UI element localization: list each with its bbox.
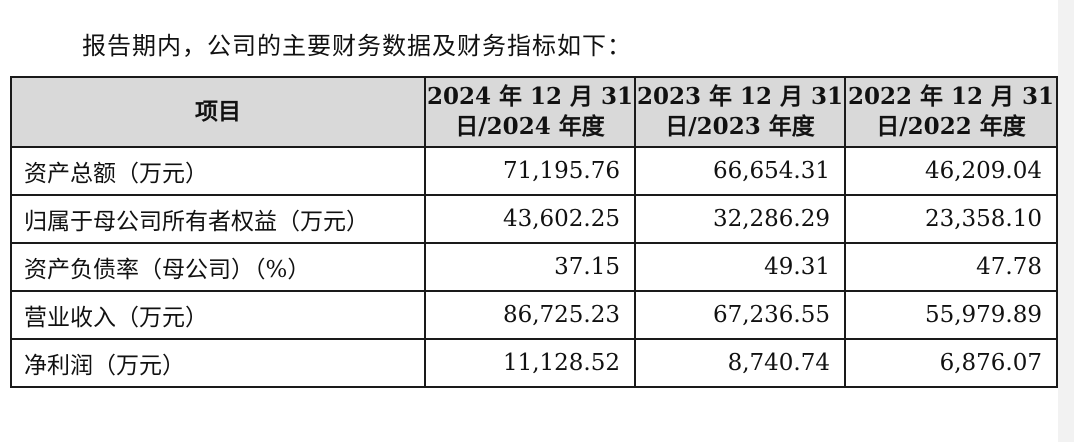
header-2022: 2022 年 12 月 31 日/2022 年度 (844, 76, 1058, 148)
value-2024: 86,725.23 (424, 290, 636, 340)
table-row: 资产总额（万元） 71,195.76 66,654.31 46,209.04 (10, 146, 1058, 196)
row-label: 资产总额（万元） (10, 146, 426, 196)
value-2024: 37.15 (424, 242, 636, 292)
value-2024: 43,602.25 (424, 194, 636, 244)
table-row: 资产负债率（母公司）（%） 37.15 49.31 47.78 (10, 242, 1058, 292)
header-2022-line1: 2022 年 12 月 31 (847, 83, 1055, 110)
header-2024-line1: 2024 年 12 月 31 (426, 83, 634, 110)
value-2023: 32,286.29 (634, 194, 846, 244)
value-2023: 49.31 (634, 242, 846, 292)
header-2024: 2024 年 12 月 31 日/2024 年度 (424, 76, 636, 148)
header-2023-line1: 2023 年 12 月 31 (636, 83, 844, 110)
value-2022: 55,979.89 (844, 290, 1058, 340)
page-edge-shadow (1058, 0, 1074, 442)
table-header-row: 项目 2024 年 12 月 31 日/2024 年度 2023 年 12 月 … (10, 76, 1058, 148)
value-2024: 11,128.52 (424, 338, 636, 388)
value-2023: 67,236.55 (634, 290, 846, 340)
header-2023-line2: 日/2023 年度 (665, 113, 815, 140)
row-label: 营业收入（万元） (10, 290, 426, 340)
header-item: 项目 (10, 76, 426, 148)
financial-data-table: 项目 2024 年 12 月 31 日/2024 年度 2023 年 12 月 … (10, 76, 1058, 388)
value-2024: 71,195.76 (424, 146, 636, 196)
table-row: 归属于母公司所有者权益（万元） 43,602.25 32,286.29 23,3… (10, 194, 1058, 244)
header-2023: 2023 年 12 月 31 日/2023 年度 (634, 76, 846, 148)
row-label: 净利润（万元） (10, 338, 426, 388)
value-2022: 47.78 (844, 242, 1058, 292)
intro-text: 报告期内，公司的主要财务数据及财务指标如下： (82, 32, 632, 60)
value-2023: 8,740.74 (634, 338, 846, 388)
row-label: 资产负债率（母公司）（%） (10, 242, 426, 292)
value-2022: 46,209.04 (844, 146, 1058, 196)
header-2022-line2: 日/2022 年度 (876, 113, 1026, 140)
row-label: 归属于母公司所有者权益（万元） (10, 194, 426, 244)
value-2022: 23,358.10 (844, 194, 1058, 244)
table-row: 营业收入（万元） 86,725.23 67,236.55 55,979.89 (10, 290, 1058, 340)
table-row: 净利润（万元） 11,128.52 8,740.74 6,876.07 (10, 338, 1058, 388)
header-2024-line2: 日/2024 年度 (455, 113, 605, 140)
value-2023: 66,654.31 (634, 146, 846, 196)
value-2022: 6,876.07 (844, 338, 1058, 388)
